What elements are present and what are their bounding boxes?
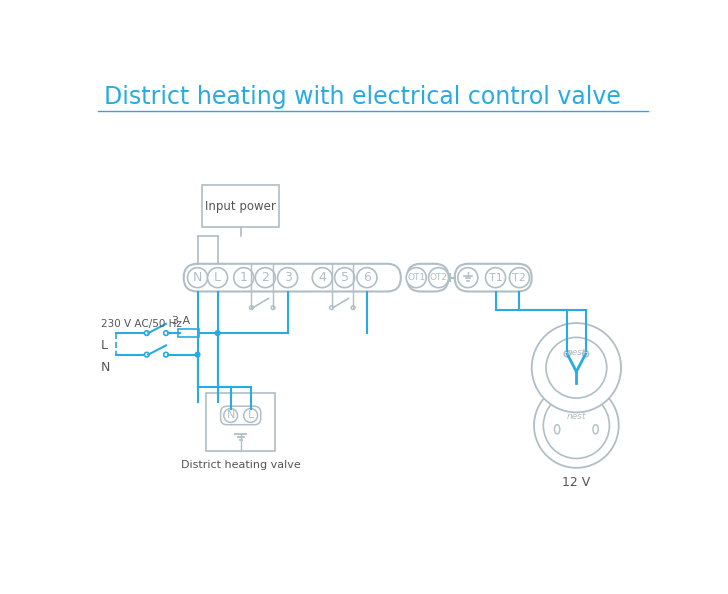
Circle shape: [144, 331, 149, 336]
Text: 5: 5: [341, 271, 349, 284]
Circle shape: [244, 409, 258, 422]
FancyBboxPatch shape: [221, 406, 261, 425]
Text: N: N: [193, 271, 202, 284]
Circle shape: [223, 409, 237, 422]
Circle shape: [564, 351, 570, 357]
Circle shape: [194, 352, 201, 358]
Circle shape: [531, 323, 621, 412]
Text: OT2: OT2: [430, 273, 448, 282]
Circle shape: [312, 268, 332, 287]
Text: L: L: [248, 410, 254, 421]
Circle shape: [256, 268, 275, 287]
Text: OT1: OT1: [407, 273, 425, 282]
Ellipse shape: [593, 425, 598, 434]
Circle shape: [144, 352, 149, 357]
FancyBboxPatch shape: [455, 264, 531, 292]
FancyBboxPatch shape: [407, 264, 448, 292]
Circle shape: [188, 268, 207, 287]
Text: District heating valve: District heating valve: [181, 460, 301, 470]
Circle shape: [215, 330, 221, 336]
Text: T2: T2: [513, 273, 526, 283]
Circle shape: [330, 306, 333, 309]
Ellipse shape: [555, 425, 560, 434]
Circle shape: [429, 268, 448, 287]
Text: L: L: [214, 271, 221, 284]
Circle shape: [582, 351, 589, 357]
Circle shape: [277, 268, 298, 287]
Circle shape: [164, 352, 168, 357]
Circle shape: [546, 337, 606, 398]
Text: 2: 2: [261, 271, 269, 284]
FancyBboxPatch shape: [206, 393, 275, 450]
Text: T1: T1: [488, 273, 502, 283]
Circle shape: [164, 331, 168, 336]
Text: nest: nest: [566, 412, 586, 421]
Text: Input power: Input power: [205, 200, 276, 213]
Circle shape: [357, 268, 377, 287]
Circle shape: [271, 306, 275, 309]
Text: 230 V AC/50 Hz: 230 V AC/50 Hz: [100, 319, 181, 329]
Text: L: L: [100, 339, 108, 352]
Circle shape: [510, 268, 529, 287]
FancyBboxPatch shape: [202, 185, 279, 227]
Text: 12 V: 12 V: [562, 476, 590, 488]
Text: District heating with electrical control valve: District heating with electrical control…: [103, 85, 620, 109]
Text: 4: 4: [318, 271, 326, 284]
Circle shape: [335, 268, 355, 287]
Text: N: N: [100, 361, 110, 374]
Circle shape: [406, 268, 426, 287]
Circle shape: [534, 383, 619, 468]
Circle shape: [486, 268, 505, 287]
Circle shape: [250, 306, 253, 309]
Circle shape: [543, 393, 609, 459]
Text: 1: 1: [240, 271, 248, 284]
Circle shape: [207, 268, 228, 287]
Circle shape: [351, 306, 355, 309]
FancyBboxPatch shape: [178, 329, 199, 337]
Text: 3: 3: [284, 271, 292, 284]
Text: nest: nest: [566, 348, 586, 357]
Text: N: N: [226, 410, 235, 421]
Circle shape: [458, 268, 478, 287]
Text: 3 A: 3 A: [172, 316, 190, 326]
Circle shape: [234, 268, 254, 287]
FancyBboxPatch shape: [183, 264, 401, 292]
Text: 6: 6: [363, 271, 371, 284]
